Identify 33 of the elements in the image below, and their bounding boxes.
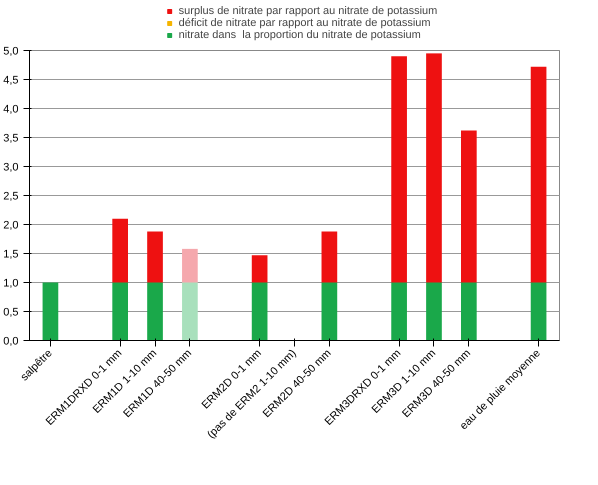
legend-label: déficit de nitrate par rapport au nitrate de potassium bbox=[178, 17, 431, 29]
bar bbox=[322, 231, 338, 282]
y-tick-label: 4,0 bbox=[3, 104, 19, 116]
bar bbox=[391, 282, 407, 340]
bar bbox=[530, 66, 546, 282]
y-tick-label: 1,0 bbox=[3, 278, 19, 290]
bar bbox=[426, 282, 442, 340]
legend-label: surplus de nitrate par rapport au nitrate de potassium bbox=[178, 5, 438, 17]
bar bbox=[426, 53, 442, 282]
y-tick-label: 4,5 bbox=[3, 74, 19, 86]
bar bbox=[182, 248, 198, 282]
y-tick-label: 1,5 bbox=[3, 248, 19, 260]
y-tick-label: 3,0 bbox=[3, 162, 19, 174]
bar bbox=[530, 282, 546, 340]
y-tick-label: 5,0 bbox=[3, 46, 19, 58]
bar bbox=[147, 282, 163, 340]
bar bbox=[391, 56, 407, 282]
y-tick-label: 3,5 bbox=[3, 132, 19, 144]
bar bbox=[252, 255, 268, 282]
bar bbox=[147, 231, 163, 282]
y-tick-label: 2,5 bbox=[3, 190, 19, 202]
y-tick-label: 0,0 bbox=[3, 336, 19, 348]
bar bbox=[112, 218, 128, 282]
y-tick-label: 2,0 bbox=[3, 220, 19, 232]
bar bbox=[460, 130, 477, 282]
bar bbox=[460, 282, 477, 340]
bar bbox=[42, 282, 58, 340]
bar bbox=[112, 282, 128, 340]
bar bbox=[182, 282, 198, 340]
y-tick-label: 0,5 bbox=[3, 306, 19, 318]
bar bbox=[252, 282, 268, 340]
bar bbox=[322, 282, 338, 340]
legend-label: nitrate dans la proportion du nitrate de potassium bbox=[178, 29, 421, 41]
